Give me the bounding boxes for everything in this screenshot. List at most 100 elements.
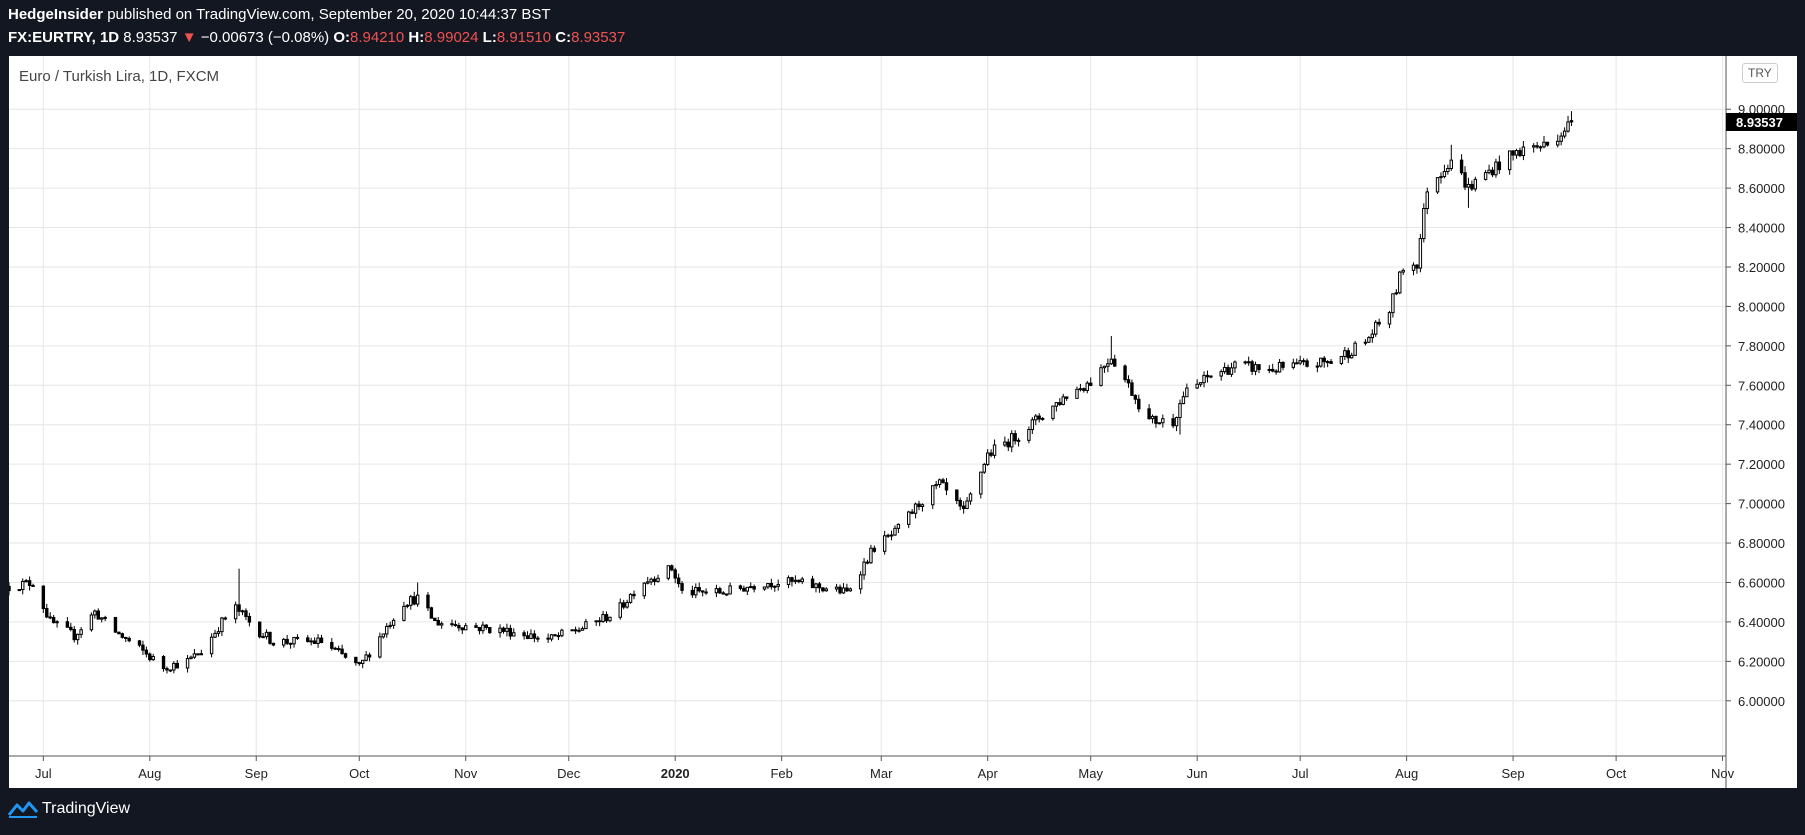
candle-body <box>1466 183 1471 188</box>
candle <box>989 449 993 458</box>
candle-body <box>680 583 684 591</box>
candle-body <box>532 633 537 639</box>
candle <box>944 478 949 496</box>
candle <box>161 655 166 672</box>
candle-body <box>96 610 100 620</box>
candle <box>834 583 839 592</box>
candle-body <box>632 593 636 597</box>
candle-body <box>1154 415 1158 424</box>
candle-body <box>1013 433 1017 442</box>
footer-brand[interactable]: TradingView <box>8 800 130 818</box>
candle <box>31 583 35 587</box>
candle <box>1198 382 1203 387</box>
price-chart[interactable]: 6.00000 6.20000 6.40000 6.60000 6.80000 7.000… <box>9 56 1797 788</box>
candle-body <box>426 594 430 609</box>
candle-body <box>917 503 921 508</box>
candle-body <box>700 590 705 593</box>
candle <box>1542 135 1546 149</box>
candle <box>1246 356 1251 366</box>
candle-body <box>1439 176 1443 179</box>
candle <box>1054 402 1059 412</box>
candle <box>604 611 609 623</box>
candle-body <box>965 500 969 510</box>
candle <box>917 500 921 511</box>
candle-body <box>1089 382 1093 386</box>
candle-body <box>233 604 238 620</box>
candle <box>141 640 145 655</box>
candle <box>649 577 653 586</box>
candle-body <box>814 583 818 589</box>
candle <box>817 581 822 593</box>
candle <box>354 656 358 666</box>
candle <box>556 632 561 641</box>
candle <box>72 626 76 643</box>
candle <box>1113 354 1117 367</box>
candle-body <box>920 504 925 508</box>
candle <box>1473 176 1478 192</box>
candle-body <box>1562 130 1567 137</box>
candle-body <box>790 577 794 582</box>
candle-body <box>1339 355 1344 364</box>
candle <box>934 480 938 490</box>
candle-body <box>1003 441 1007 446</box>
candle <box>1222 362 1227 374</box>
candle <box>790 576 794 587</box>
candle-body <box>601 614 605 623</box>
candle <box>1521 141 1526 161</box>
candle-body <box>670 565 674 571</box>
candle-body <box>1370 333 1374 339</box>
candle <box>580 626 585 631</box>
candle-body <box>1291 362 1296 368</box>
candle <box>137 639 142 648</box>
candle-body <box>244 610 248 617</box>
candle <box>1387 310 1392 329</box>
candle <box>199 649 204 656</box>
chart-area[interactable]: 6.00000 6.20000 6.40000 6.60000 6.80000 7.000… <box>9 56 1797 788</box>
candle <box>628 593 633 604</box>
candle-body <box>1566 121 1570 132</box>
candle <box>96 608 100 620</box>
currency-badge[interactable]: TRY <box>1742 63 1778 83</box>
candle <box>618 598 622 620</box>
candle <box>845 583 849 593</box>
candle-body <box>961 505 966 510</box>
candle-body <box>1329 361 1333 364</box>
candle <box>1559 132 1563 146</box>
candle-body <box>989 452 993 456</box>
candle-body <box>1511 150 1515 156</box>
candle <box>776 579 780 591</box>
candle <box>1305 358 1309 368</box>
candle-body <box>1030 419 1035 431</box>
candle <box>316 634 320 648</box>
candle <box>1030 417 1035 435</box>
candle-body <box>725 593 729 596</box>
candle-body <box>175 662 179 669</box>
candle <box>676 573 681 588</box>
candle-body <box>113 616 118 633</box>
candle <box>1178 399 1182 435</box>
candle-body <box>560 629 564 637</box>
candle <box>168 669 173 673</box>
candle-body <box>1538 146 1543 149</box>
candle-body <box>1147 408 1151 420</box>
candle <box>1016 437 1021 447</box>
candle-body <box>577 629 581 632</box>
candles <box>9 111 1574 674</box>
candle <box>505 623 509 637</box>
candle <box>1346 347 1350 364</box>
candle-body <box>1171 418 1175 427</box>
candle-body <box>409 596 413 606</box>
candle-body <box>786 577 791 586</box>
candle-body <box>1322 357 1326 363</box>
candle <box>752 584 756 593</box>
candle <box>1298 355 1302 366</box>
candle-body <box>1219 371 1223 377</box>
candle <box>848 587 853 592</box>
candle-body <box>584 621 588 630</box>
candle <box>124 636 128 643</box>
candle-body <box>415 594 420 605</box>
candle <box>1325 360 1330 368</box>
candle <box>762 586 767 591</box>
candle <box>309 637 313 646</box>
candle-body <box>676 577 681 585</box>
